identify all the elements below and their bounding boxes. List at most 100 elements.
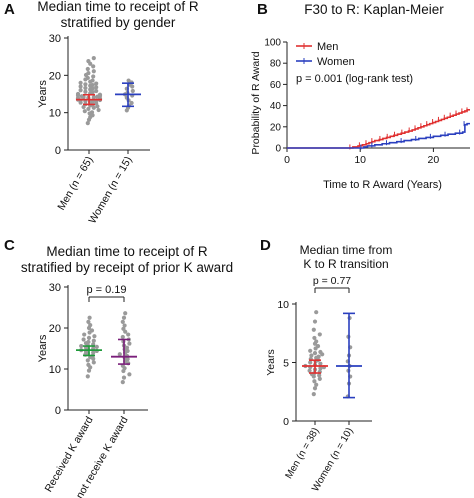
- y-tick-label: 20: [49, 323, 61, 335]
- data-point: [317, 373, 322, 378]
- panel-label-a: A: [4, 1, 15, 18]
- data-point: [121, 375, 127, 380]
- y-axis-label: Years: [265, 349, 277, 375]
- y-tick-label: 30: [49, 282, 61, 294]
- data-point: [79, 343, 84, 349]
- data-point: [308, 348, 313, 353]
- km-curve-men: [287, 109, 470, 149]
- km-curve-women: [287, 122, 470, 149]
- data-point: [307, 368, 312, 373]
- data-point: [85, 358, 90, 363]
- data-point: [86, 368, 92, 373]
- data-point: [121, 326, 126, 331]
- data-point: [79, 94, 84, 99]
- panel-b-chart: F30 to R: Kaplan-Meier 0 20 40 60 80 100 0 10 20 T…: [250, 2, 470, 191]
- data-point: [91, 338, 96, 343]
- data-point: [89, 328, 95, 333]
- data-point: [311, 327, 316, 332]
- chart-title-line: K to R transition: [303, 257, 388, 271]
- data-point: [82, 332, 87, 337]
- data-point: [126, 78, 131, 83]
- chart-title-line: Median time to receipt of R: [46, 244, 208, 259]
- data-point: [91, 360, 96, 365]
- y-tick-label: 20: [49, 70, 61, 82]
- data-point: [312, 386, 318, 391]
- y-axis-label: Probability of R Award: [250, 51, 262, 154]
- data-point: [308, 360, 313, 365]
- x-tick-label: 20: [428, 154, 440, 166]
- chart-title-line: Median time to receipt of R: [37, 0, 199, 14]
- x-category-label: Men (n = 65): [55, 155, 95, 213]
- x-tick-label: 0: [284, 154, 290, 166]
- data-point: [86, 335, 92, 340]
- y-tick-label: 80: [270, 59, 282, 70]
- data-point: [318, 361, 323, 366]
- chart-title-line: stratified by receipt of prior K award: [21, 260, 233, 275]
- data-point: [127, 372, 132, 377]
- data-point: [90, 78, 95, 83]
- y-axis-label: Years: [37, 80, 49, 108]
- data-point: [94, 344, 99, 349]
- data-point: [90, 90, 95, 95]
- data-point: [86, 339, 91, 345]
- data-point: [92, 334, 97, 339]
- data-point: [85, 374, 90, 379]
- data-point: [78, 84, 83, 89]
- y-tick-label: 10: [49, 108, 61, 120]
- data-point: [94, 88, 99, 94]
- data-point: [96, 107, 101, 113]
- data-point: [120, 380, 125, 385]
- data-point: [91, 64, 96, 69]
- data-point: [316, 354, 321, 359]
- data-point: [314, 310, 319, 315]
- data-point: [83, 85, 88, 91]
- y-tick-label: 10: [49, 364, 61, 376]
- data-point: [85, 66, 90, 72]
- data-point: [97, 92, 103, 97]
- y-tick-label: 100: [264, 38, 281, 49]
- data-point: [312, 351, 318, 356]
- data-point: [78, 80, 83, 85]
- chart-title-line: Median time from: [300, 243, 393, 257]
- data-point: [91, 350, 96, 355]
- data-point: [121, 315, 127, 320]
- panel-label-b: B: [257, 1, 268, 18]
- data-point: [312, 379, 317, 384]
- chart-title-line: stratified by gender: [61, 15, 176, 30]
- x-category-label: Men (n = 38): [284, 426, 322, 481]
- data-point: [317, 332, 322, 337]
- comparison-p-value: p = 0.19: [86, 284, 126, 296]
- data-point: [117, 352, 122, 357]
- y-axis-label: Years: [37, 334, 49, 362]
- comparison-p-value: p = 0.77: [313, 275, 351, 287]
- y-tick-label: 20: [270, 122, 282, 133]
- data-point: [86, 106, 91, 112]
- y-tick-label: 10: [277, 299, 289, 311]
- data-point: [86, 319, 91, 324]
- data-point: [90, 82, 95, 88]
- data-point: [315, 344, 321, 349]
- x-axis-label: Time to R Award (Years): [323, 179, 442, 191]
- data-point: [83, 82, 88, 87]
- data-point: [130, 84, 135, 89]
- data-point: [78, 88, 83, 93]
- log-rank-annotation: p = 0.001 (log-rank test): [296, 73, 413, 85]
- data-point: [86, 362, 91, 367]
- y-tick-label: 0: [275, 144, 281, 155]
- data-point: [86, 70, 91, 76]
- data-point: [82, 109, 87, 114]
- data-point: [130, 88, 135, 94]
- data-point: [312, 335, 317, 341]
- data-point: [87, 315, 92, 320]
- data-point: [124, 345, 130, 350]
- data-point: [314, 339, 319, 344]
- y-tick-label: 5: [283, 358, 289, 370]
- y-tick-label: 0: [283, 416, 289, 428]
- data-point: [126, 332, 131, 337]
- data-point: [91, 69, 96, 74]
- data-point: [94, 81, 99, 86]
- data-point: [120, 319, 125, 324]
